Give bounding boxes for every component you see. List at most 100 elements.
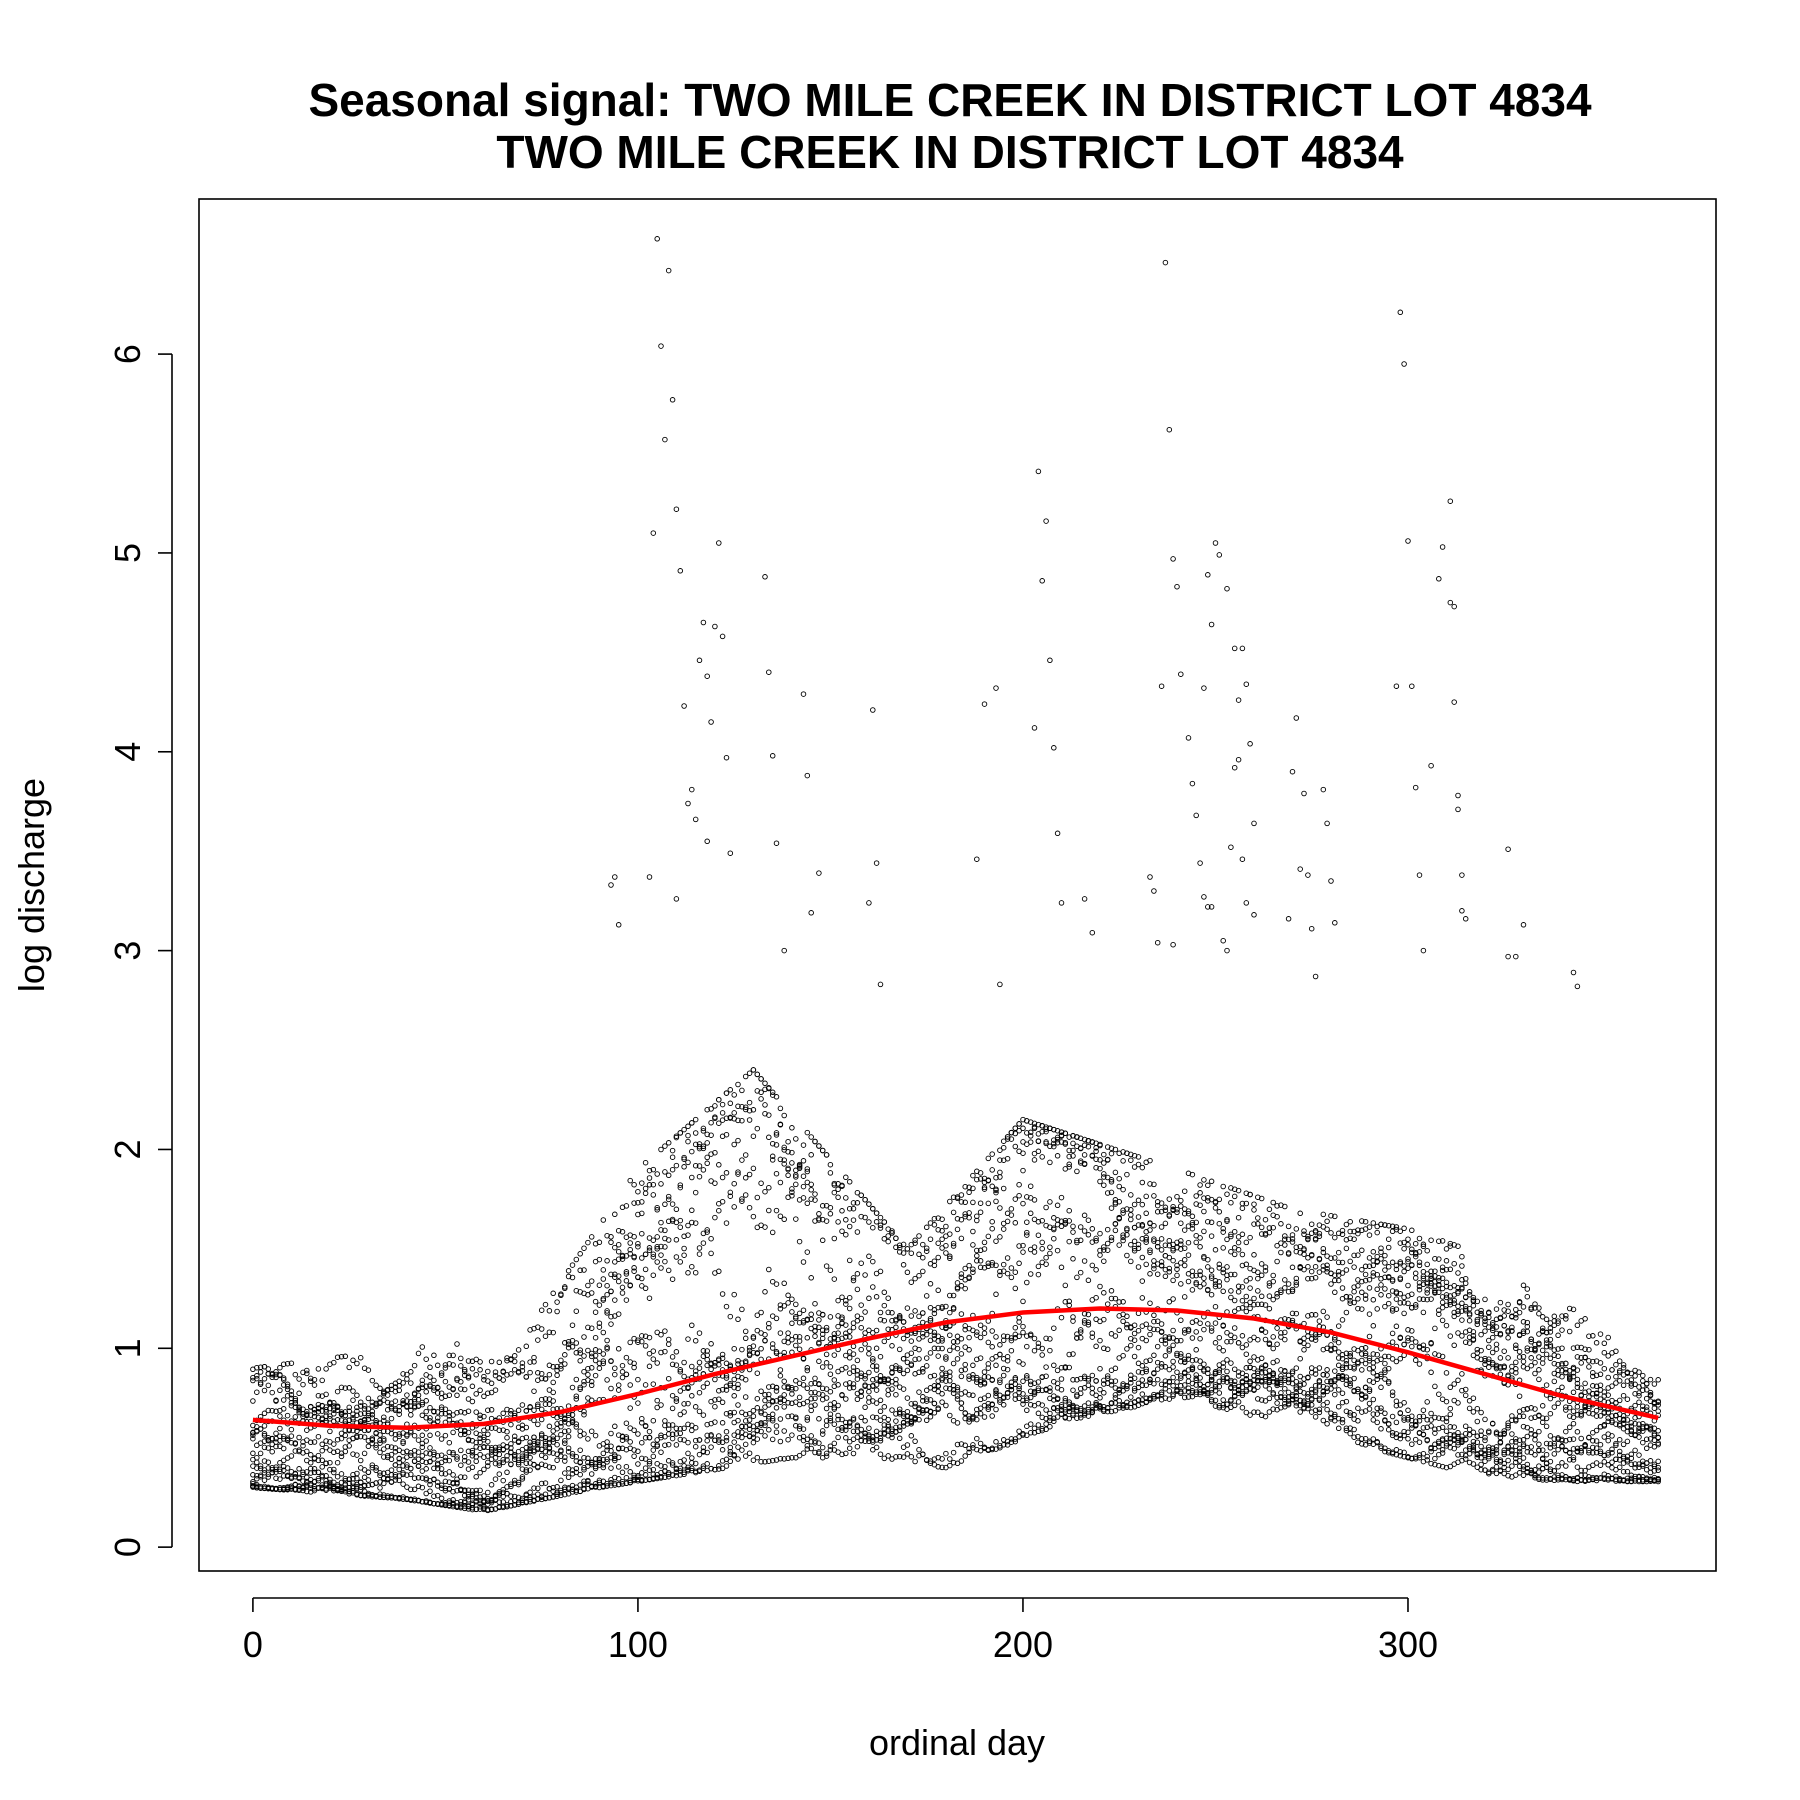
data-point (1593, 1340, 1600, 1346)
data-point (800, 1375, 807, 1382)
data-point (1539, 1403, 1546, 1409)
data-point (280, 1376, 287, 1383)
data-point (396, 1459, 402, 1466)
data-point (789, 1160, 795, 1166)
data-point (1051, 1362, 1057, 1369)
data-point (1228, 1233, 1234, 1240)
data-point (519, 1466, 526, 1472)
data-point (277, 1425, 283, 1432)
data-point (1262, 1383, 1269, 1389)
data-point (1470, 1294, 1477, 1301)
data-point (1093, 1294, 1099, 1301)
data-point (384, 1399, 391, 1406)
data-point (1382, 1376, 1388, 1382)
data-point (1436, 1462, 1442, 1469)
data-point (1436, 1238, 1442, 1244)
data-point (1101, 1345, 1107, 1352)
data-point (280, 1457, 287, 1464)
data-point (369, 1464, 376, 1471)
data-point (866, 1295, 872, 1302)
data-point (769, 1229, 776, 1236)
data-point (916, 1251, 922, 1258)
data-point (338, 1471, 345, 1477)
data-point (377, 1470, 383, 1476)
data-point (1362, 1352, 1369, 1359)
data-point (1151, 1236, 1157, 1242)
data-point (1343, 1267, 1350, 1273)
data-point (357, 1354, 364, 1361)
data-point (1278, 1334, 1284, 1340)
data-point (839, 1314, 845, 1320)
data-point (773, 1207, 780, 1214)
data-point (307, 1452, 314, 1458)
data-point (319, 1457, 325, 1464)
data-point (1470, 1444, 1477, 1451)
data-point (935, 1287, 941, 1294)
data-point (1332, 1255, 1338, 1261)
data-point (1027, 1271, 1034, 1277)
data-point (461, 1386, 468, 1393)
data-point (793, 1301, 799, 1308)
data-point (646, 1295, 653, 1301)
data-point (843, 1435, 849, 1441)
data-point (704, 1160, 710, 1167)
data-point (515, 1448, 522, 1455)
data-point (481, 1373, 487, 1380)
data-point (808, 1433, 814, 1439)
data-point (773, 1429, 780, 1435)
data-point (1455, 1243, 1461, 1249)
data-point (546, 1464, 553, 1470)
data-point (1335, 1249, 1342, 1256)
data-point (1316, 1365, 1323, 1371)
data-point (1093, 1148, 1099, 1155)
data-point (1339, 1270, 1346, 1276)
data-point (1070, 1223, 1076, 1230)
data-point (1185, 1252, 1192, 1258)
data-point (446, 1361, 453, 1367)
data-point (365, 1395, 372, 1402)
data-point (442, 1432, 449, 1439)
data-point (800, 1426, 807, 1432)
data-point (1120, 1186, 1126, 1193)
data-point (1586, 1388, 1592, 1394)
data-point (334, 1404, 341, 1410)
data-point (850, 1384, 857, 1391)
data-point (1101, 1244, 1107, 1250)
data-point (920, 1330, 926, 1337)
data-point (985, 1339, 992, 1346)
data-point (1251, 1295, 1257, 1302)
data-point (808, 1316, 814, 1323)
data-point (1220, 1397, 1226, 1403)
data-point (1493, 1306, 1500, 1312)
data-point (723, 1387, 730, 1393)
data-point (950, 1449, 957, 1456)
data-point (793, 1422, 799, 1429)
data-point (742, 1073, 749, 1080)
data-point (1220, 1347, 1226, 1354)
data-point (1543, 1415, 1550, 1422)
data-point (1208, 1219, 1215, 1226)
data-point (889, 1343, 895, 1349)
data-point (642, 1185, 649, 1192)
data-point (1590, 1450, 1596, 1456)
data-point (427, 1418, 433, 1424)
data-point (1139, 1223, 1146, 1229)
data-point (800, 1319, 807, 1326)
data-point (257, 1369, 264, 1375)
data-point (1081, 1212, 1088, 1219)
data-point (646, 1334, 653, 1341)
data-point (777, 1330, 784, 1336)
data-point (1112, 1227, 1119, 1234)
data-point (1128, 1212, 1134, 1218)
data-point (454, 1341, 460, 1347)
data-point (1528, 1405, 1534, 1411)
data-point (1339, 1231, 1346, 1238)
data-point (1632, 1402, 1638, 1409)
data-point (642, 1285, 649, 1292)
data-point (1308, 1336, 1315, 1342)
data-point (843, 1231, 849, 1238)
data-point (1024, 1279, 1030, 1286)
data-point (492, 1369, 499, 1375)
data-point (1147, 1271, 1153, 1277)
